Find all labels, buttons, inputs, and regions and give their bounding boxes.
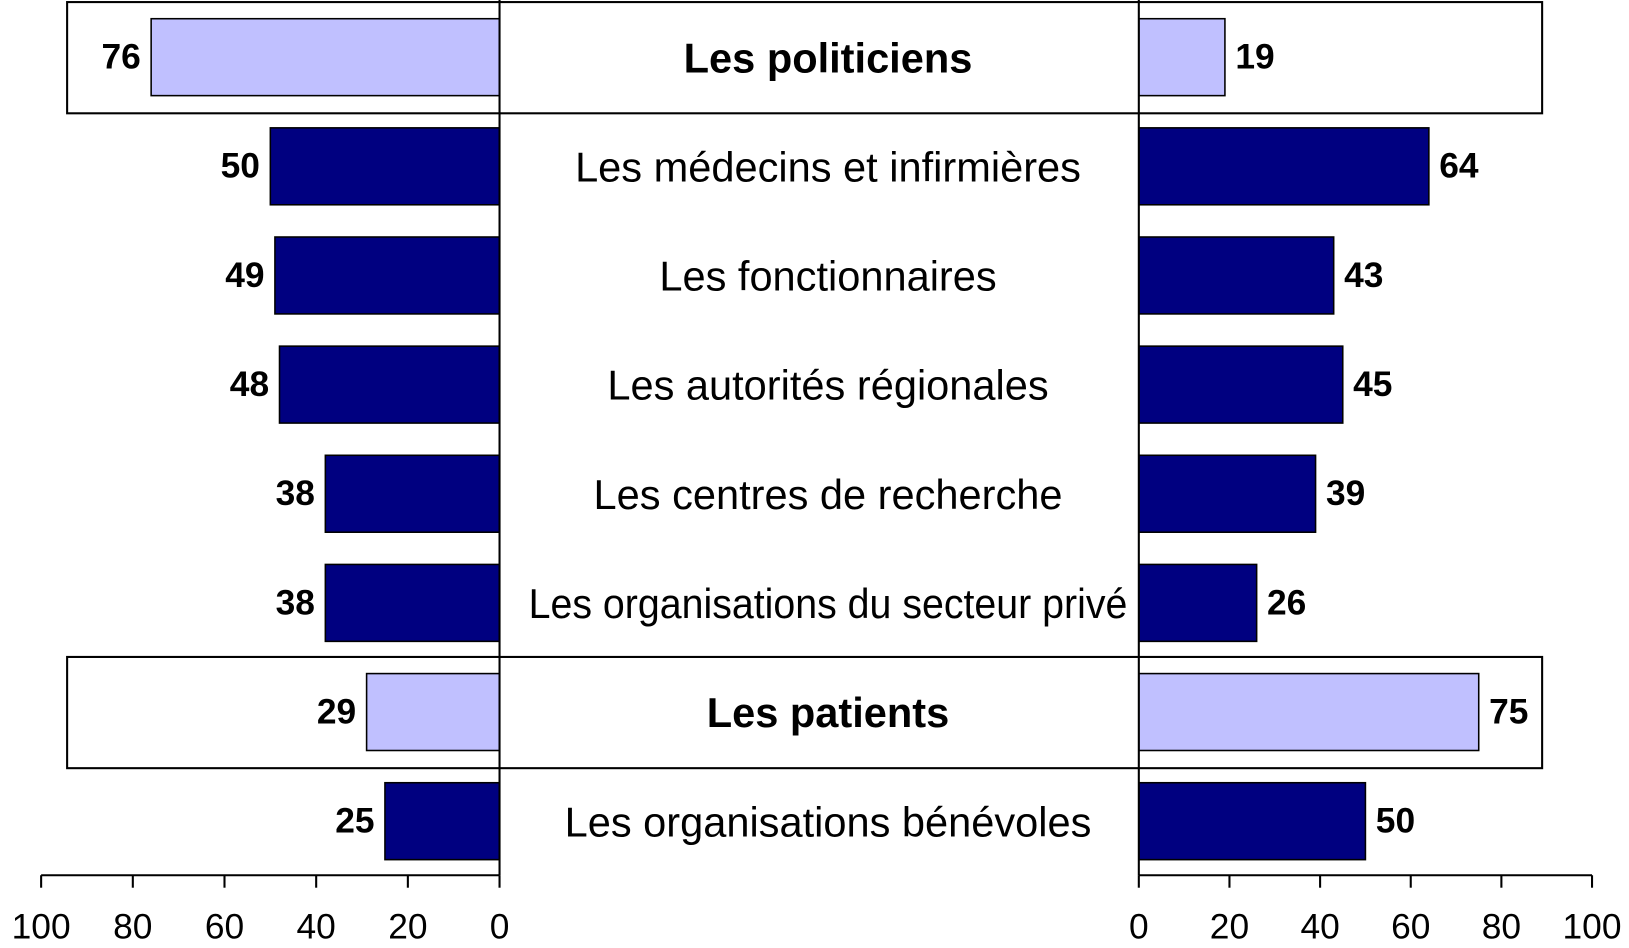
bar [1138,17,1226,97]
data-label: 19 [1235,38,1274,77]
bar [384,781,501,861]
bar [1138,127,1430,206]
x-tick-label: 0 [1129,908,1149,947]
bar [269,127,501,206]
category-label: Les médecins et infirmières [575,143,1081,190]
bar [1138,454,1317,533]
category-label: Les autorités régionales [607,362,1048,409]
category-label: Les organisations bénévoles [565,798,1092,845]
data-label: 64 [1439,147,1479,186]
highlight-box [66,655,1544,770]
x-tick-label: 20 [388,908,427,947]
data-label: 76 [101,38,140,77]
data-label: 39 [1326,474,1365,513]
data-label: 26 [1267,583,1306,622]
bar [274,236,501,315]
bar [1138,781,1367,861]
bar [365,672,501,752]
x-tick-label: 60 [205,908,244,947]
bar [150,17,501,97]
data-label: 50 [221,147,260,186]
x-tick-label: 40 [297,908,336,947]
data-label: 38 [276,583,315,622]
data-label: 45 [1353,365,1392,404]
x-tick-label: 100 [1563,908,1622,947]
bar [1138,563,1258,643]
x-tick-label: 0 [490,908,510,947]
data-label: 25 [335,802,374,841]
x-tick-label: 80 [113,908,152,947]
data-label: 75 [1489,692,1528,731]
bar [278,345,501,424]
data-label: 50 [1376,802,1415,841]
category-label: Les politiciens [684,34,973,81]
data-label: 43 [1344,256,1383,295]
highlight-box [66,1,1544,115]
x-tick-label: 20 [1210,908,1249,947]
bar [324,454,501,533]
data-label: 49 [225,256,264,295]
category-label: Les fonctionnaires [659,253,996,300]
category-label: Les patients [707,689,950,736]
bar [1138,345,1344,424]
x-tick-label: 80 [1482,908,1521,947]
bar [324,563,501,643]
data-label: 29 [317,692,356,731]
data-label: 38 [276,474,315,513]
category-label: Les organisations du secteur privé [529,580,1128,627]
bar [1138,236,1335,315]
bar [1138,672,1480,752]
x-tick-label: 40 [1300,908,1339,947]
x-tick-label: 100 [12,908,71,947]
x-tick-label: 60 [1391,908,1430,947]
data-label: 48 [230,365,269,404]
category-label: Les centres de recherche [594,471,1063,518]
